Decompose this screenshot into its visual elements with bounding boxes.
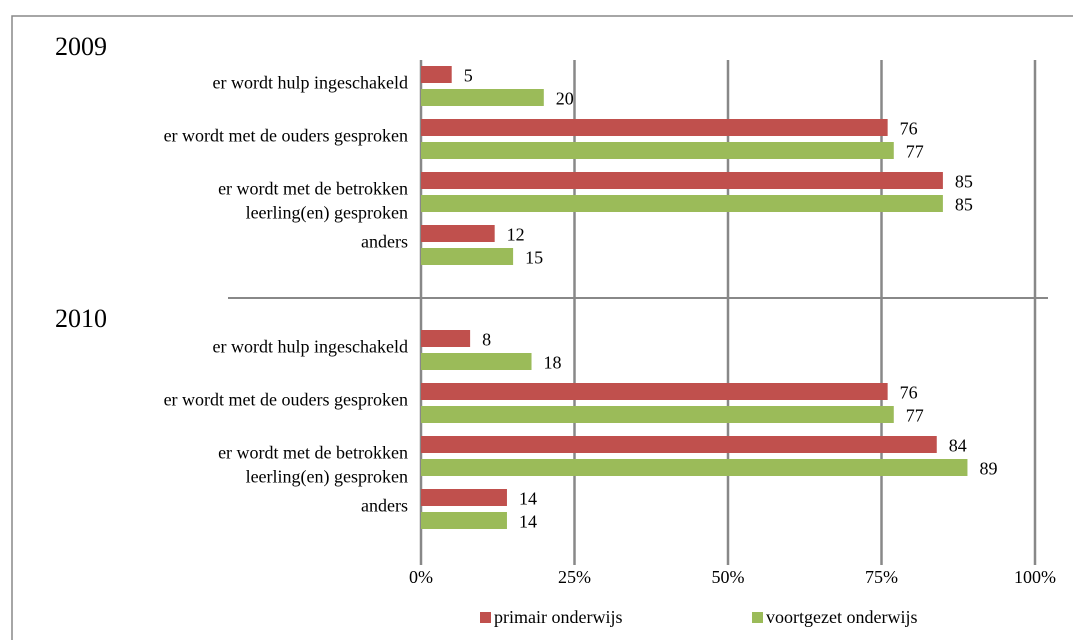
bar	[421, 142, 894, 159]
data-label: 15	[525, 248, 543, 268]
category-label: er wordt met de ouders gesproken	[164, 126, 408, 146]
category-label: er wordt hulp ingeschakeld	[213, 337, 408, 357]
x-tick-label: 0%	[409, 567, 433, 587]
chart-frame	[11, 15, 1073, 640]
bar	[421, 330, 471, 347]
legend-label: voortgezet onderwijs	[766, 607, 917, 627]
data-label: 77	[906, 142, 924, 162]
category-label: anders	[361, 232, 408, 252]
legend-label: primair onderwijs	[494, 607, 622, 627]
x-tick-label: 25%	[558, 567, 591, 587]
category-label: er wordt met de ouders gesproken	[164, 390, 408, 410]
bar	[421, 172, 943, 189]
category-label: leerling(en) gesproken	[246, 203, 408, 224]
x-tick-label: 100%	[1014, 567, 1056, 587]
data-label: 5	[464, 66, 473, 86]
bar	[421, 195, 943, 212]
category-label: er wordt met de betrokken	[218, 179, 408, 199]
data-label: 76	[900, 383, 918, 403]
category-label: leerling(en) gesproken	[246, 467, 408, 488]
bar	[421, 512, 507, 529]
legend-swatch	[480, 612, 491, 623]
data-label: 14	[519, 512, 537, 532]
bar	[421, 225, 495, 242]
bar	[421, 119, 888, 136]
data-label: 89	[979, 459, 997, 479]
bar	[421, 353, 532, 370]
category-label: er wordt met de betrokken	[218, 443, 408, 463]
data-label: 14	[519, 489, 537, 509]
x-tick-label: 50%	[712, 567, 745, 587]
bar	[421, 66, 452, 83]
data-label: 20	[556, 89, 574, 109]
group-label: 2010	[55, 304, 107, 333]
category-label: anders	[361, 496, 408, 516]
category-label: er wordt hulp ingeschakeld	[213, 73, 408, 93]
bar	[421, 248, 514, 265]
bar	[421, 406, 894, 423]
bar	[421, 383, 888, 400]
data-label: 85	[955, 172, 973, 192]
bar	[421, 459, 968, 476]
x-tick-label: 75%	[865, 567, 898, 587]
data-label: 85	[955, 195, 973, 215]
group-label: 2009	[55, 32, 107, 61]
bar	[421, 89, 544, 106]
data-label: 76	[900, 119, 918, 139]
bar	[421, 489, 507, 506]
data-label: 84	[949, 436, 967, 456]
data-label: 77	[906, 406, 924, 426]
legend-swatch	[752, 612, 763, 623]
data-label: 18	[544, 353, 562, 373]
data-label: 12	[507, 225, 525, 245]
bar	[421, 436, 937, 453]
data-label: 8	[482, 330, 491, 350]
